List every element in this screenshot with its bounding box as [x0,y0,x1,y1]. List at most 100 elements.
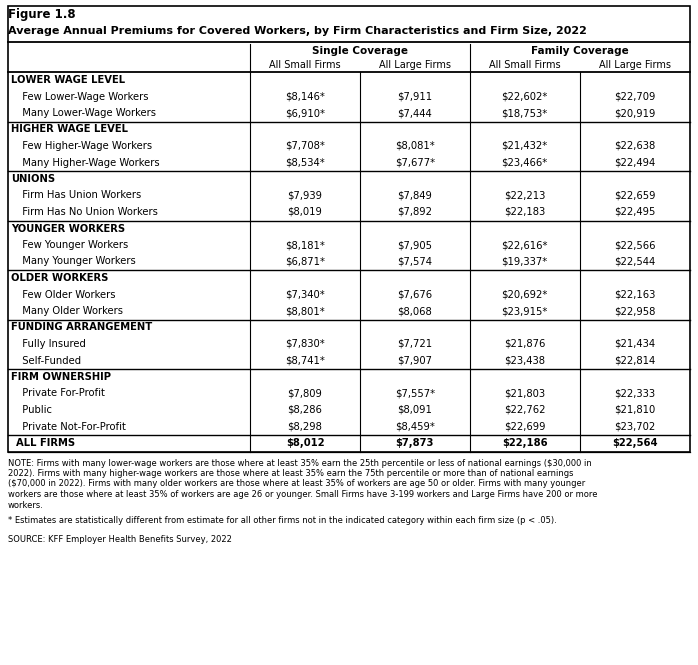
Text: YOUNGER WORKERS: YOUNGER WORKERS [11,223,125,233]
Text: $7,907: $7,907 [397,356,432,366]
Text: $22,602*: $22,602* [501,92,548,102]
Text: Few Higher-Wage Workers: Few Higher-Wage Workers [16,141,152,151]
Text: NOTE: Firms with many lower-wage workers are those where at least 35% earn the 2: NOTE: Firms with many lower-wage workers… [8,458,592,467]
Text: ALL FIRMS: ALL FIRMS [16,438,75,448]
Text: $21,432*: $21,432* [501,141,548,151]
Text: $20,692*: $20,692* [501,289,548,299]
Text: $8,091: $8,091 [397,405,432,415]
Text: 2022). Firms with many higher-wage workers are those where at least 35% earn the: 2022). Firms with many higher-wage worke… [8,469,574,478]
Text: $7,809: $7,809 [288,388,322,398]
Text: $8,741*: $8,741* [285,356,325,366]
Text: $7,939: $7,939 [288,190,322,201]
Text: $22,544: $22,544 [614,257,655,267]
Text: $7,677*: $7,677* [395,158,435,168]
Text: Many Lower-Wage Workers: Many Lower-Wage Workers [16,108,156,118]
Text: $8,019: $8,019 [288,207,322,217]
Text: $21,810: $21,810 [614,405,655,415]
Text: $7,444: $7,444 [397,108,432,118]
Text: All Small Firms: All Small Firms [489,60,560,70]
Text: Fully Insured: Fully Insured [16,339,86,349]
Text: $20,919: $20,919 [614,108,655,118]
Text: HIGHER WAGE LEVEL: HIGHER WAGE LEVEL [11,124,128,134]
Text: $23,438: $23,438 [504,356,545,366]
Text: SOURCE: KFF Employer Health Benefits Survey, 2022: SOURCE: KFF Employer Health Benefits Sur… [8,535,232,543]
Bar [8,6,690,452]
Text: $8,181*: $8,181* [285,240,325,250]
Text: $21,876: $21,876 [504,339,545,349]
Text: Few Younger Workers: Few Younger Workers [16,240,128,250]
Text: $8,801*: $8,801* [285,306,325,316]
Text: Private For-Profit: Private For-Profit [16,388,105,398]
Text: Single Coverage: Single Coverage [312,46,408,56]
Text: $22,616*: $22,616* [501,240,548,250]
Text: $22,183: $22,183 [504,207,545,217]
Text: LOWER WAGE LEVEL: LOWER WAGE LEVEL [11,75,125,85]
Text: FIRM OWNERSHIP: FIRM OWNERSHIP [11,372,111,382]
Text: $22,638: $22,638 [614,141,655,151]
Text: $22,699: $22,699 [504,422,545,432]
Text: Many Older Workers: Many Older Workers [16,306,123,316]
Text: All Large Firms: All Large Firms [599,60,671,70]
Text: $8,068: $8,068 [397,306,432,316]
Text: $22,494: $22,494 [614,158,655,168]
Text: $7,557*: $7,557* [395,388,435,398]
Text: OLDER WORKERS: OLDER WORKERS [11,273,108,283]
Text: $18,753*: $18,753* [501,108,548,118]
Text: $23,466*: $23,466* [501,158,548,168]
Text: $8,146*: $8,146* [285,92,325,102]
Text: Many Higher-Wage Workers: Many Higher-Wage Workers [16,158,160,168]
Text: All Small Firms: All Small Firms [269,60,341,70]
Text: $22,163: $22,163 [614,289,655,299]
Text: Many Younger Workers: Many Younger Workers [16,257,135,267]
Text: Firm Has Union Workers: Firm Has Union Workers [16,190,141,201]
Text: workers are those where at least 35% of workers are age 26 or younger. Small Fir: workers are those where at least 35% of … [8,490,597,499]
Text: $7,830*: $7,830* [285,339,325,349]
Text: Family Coverage: Family Coverage [531,46,629,56]
Text: Figure 1.8: Figure 1.8 [8,8,75,21]
Text: $22,814: $22,814 [614,356,655,366]
Text: ($70,000 in 2022). Firms with many older workers are those where at least 35% of: ($70,000 in 2022). Firms with many older… [8,479,585,489]
Text: * Estimates are statistically different from estimate for all other firms not in: * Estimates are statistically different … [8,516,557,525]
Text: $22,333: $22,333 [614,388,655,398]
Text: $7,721: $7,721 [397,339,432,349]
Text: $21,434: $21,434 [614,339,655,349]
Text: $7,708*: $7,708* [285,141,325,151]
Text: $22,659: $22,659 [614,190,655,201]
Text: $7,849: $7,849 [397,190,432,201]
Text: Few Older Workers: Few Older Workers [16,289,115,299]
Text: $6,910*: $6,910* [285,108,325,118]
Text: $7,873: $7,873 [396,438,434,448]
Text: Public: Public [16,405,52,415]
Text: $22,566: $22,566 [614,240,655,250]
Text: $8,081*: $8,081* [395,141,435,151]
Text: $22,213: $22,213 [504,190,545,201]
Text: $23,702: $23,702 [614,422,655,432]
Text: workers.: workers. [8,501,44,509]
Text: $22,186: $22,186 [502,438,547,448]
Text: $7,905: $7,905 [397,240,432,250]
Text: Firm Has No Union Workers: Firm Has No Union Workers [16,207,158,217]
Text: FUNDING ARRANGEMENT: FUNDING ARRANGEMENT [11,323,152,332]
Text: $22,564: $22,564 [612,438,658,448]
Text: Average Annual Premiums for Covered Workers, by Firm Characteristics and Firm Si: Average Annual Premiums for Covered Work… [8,26,587,36]
Text: $22,495: $22,495 [614,207,655,217]
Text: $7,676: $7,676 [397,289,432,299]
Text: $8,286: $8,286 [288,405,322,415]
Text: Private Not-For-Profit: Private Not-For-Profit [16,422,126,432]
Text: $6,871*: $6,871* [285,257,325,267]
Text: $8,012: $8,012 [285,438,325,448]
Text: $23,915*: $23,915* [501,306,548,316]
Text: $7,574: $7,574 [397,257,432,267]
Text: $22,958: $22,958 [614,306,655,316]
Text: $8,534*: $8,534* [285,158,325,168]
Text: $7,892: $7,892 [397,207,432,217]
Text: All Large Firms: All Large Firms [379,60,451,70]
Text: $7,911: $7,911 [397,92,432,102]
Text: $8,459*: $8,459* [395,422,435,432]
Text: Few Lower-Wage Workers: Few Lower-Wage Workers [16,92,149,102]
Text: UNIONS: UNIONS [11,174,55,184]
Text: Self-Funded: Self-Funded [16,356,81,366]
Text: $21,803: $21,803 [504,388,545,398]
Text: $22,709: $22,709 [614,92,655,102]
Text: $19,337*: $19,337* [501,257,548,267]
